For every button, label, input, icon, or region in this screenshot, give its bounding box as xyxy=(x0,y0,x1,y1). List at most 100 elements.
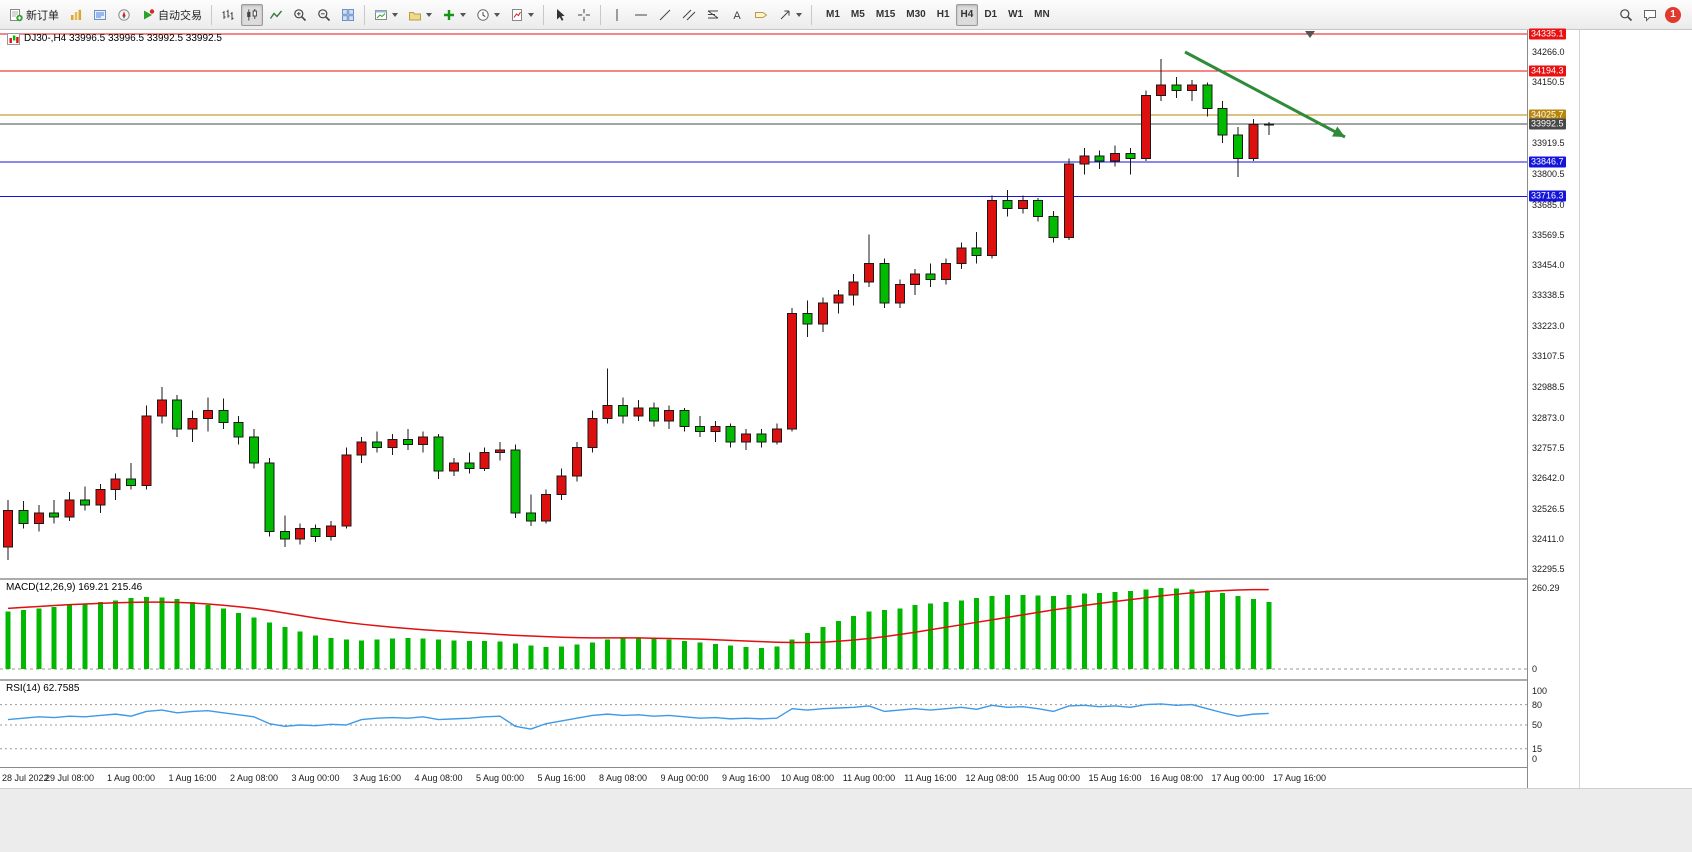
panel-splitter[interactable] xyxy=(0,679,1578,681)
price-axis[interactable]: 34266.0 34150.5 33919.5 33800.5 33685.0 33569… xyxy=(1527,28,1580,788)
date-label: 11 Aug 00:00 xyxy=(842,773,896,783)
rsi-axis-label: 0 xyxy=(1532,754,1538,764)
toolbar-separator xyxy=(211,4,212,25)
indicators-button[interactable] xyxy=(438,4,470,26)
timeframe-M15[interactable]: M15 xyxy=(875,9,896,20)
price-tick: 33685.0 xyxy=(1532,199,1565,210)
toolbar-separator xyxy=(600,4,601,25)
date-label: 4 Aug 08:00 xyxy=(414,773,463,783)
templates-icon xyxy=(512,8,522,21)
date-label: 1 Aug 16:00 xyxy=(168,773,217,783)
search-icon xyxy=(1620,8,1633,21)
price-tick: 33223.0 xyxy=(1532,320,1565,331)
rsi-panel[interactable] xyxy=(0,681,1527,767)
search-button[interactable] xyxy=(1615,4,1637,26)
chart-bars-button[interactable] xyxy=(217,4,239,26)
tile-windows-button[interactable] xyxy=(337,4,359,26)
zoom-in-button[interactable] xyxy=(289,4,311,26)
line-chart-icon xyxy=(269,10,283,19)
channel-icon xyxy=(682,9,696,20)
horizontal-line-button[interactable] xyxy=(630,4,652,26)
timeframe-MN[interactable]: MN xyxy=(1034,9,1050,20)
autotrade-icon xyxy=(144,8,155,19)
rsi-axis-label: 100 xyxy=(1532,686,1548,696)
date-label: 29 Jul 08:00 xyxy=(44,773,95,783)
price-tick: 33454.0 xyxy=(1532,260,1565,271)
time-axis[interactable]: 28 Jul 2022 29 Jul 08:00 1 Aug 00:00 1 Aug … xyxy=(0,767,1527,789)
price-tick: 32642.0 xyxy=(1532,473,1565,484)
macd-signal-line xyxy=(7,588,1269,644)
shapes-button[interactable] xyxy=(774,4,806,26)
notification-badge[interactable]: 1 xyxy=(1665,6,1681,23)
chat-bubble-icon xyxy=(1644,9,1656,22)
crosshair-button[interactable] xyxy=(573,4,595,26)
toolbar: 新订单 自动交易 xyxy=(0,0,1692,30)
clock-icon xyxy=(477,8,489,21)
timeframe-W1[interactable]: W1 xyxy=(1008,9,1024,20)
chevron-down-icon xyxy=(392,12,398,17)
indicators-plus-icon xyxy=(444,9,454,20)
cursor-button[interactable] xyxy=(549,4,571,26)
rsi-line xyxy=(7,703,1269,730)
horizontal-line-icon xyxy=(635,14,647,15)
price-tick: 32873.0 xyxy=(1532,412,1565,423)
profiles-button[interactable] xyxy=(404,4,436,26)
periods-button[interactable] xyxy=(472,4,504,26)
date-label: 28 Jul 2022 xyxy=(2,773,49,783)
price-tick: 32988.5 xyxy=(1532,382,1565,393)
price-tick: 33338.5 xyxy=(1532,290,1565,301)
notifications-button[interactable] xyxy=(1639,4,1661,26)
date-label: 5 Aug 16:00 xyxy=(537,773,586,783)
new-chart-button[interactable] xyxy=(370,4,402,26)
date-label: 3 Aug 16:00 xyxy=(352,773,402,783)
toolbar-separator xyxy=(811,4,812,25)
text-button[interactable]: A xyxy=(726,4,748,26)
timeframe-M1[interactable]: M1 xyxy=(826,9,840,20)
price-tick: 33919.5 xyxy=(1532,137,1565,148)
rsi-axis-label: 50 xyxy=(1532,720,1543,730)
chart-shift-marker[interactable] xyxy=(1305,31,1315,38)
trend-arrow[interactable] xyxy=(1184,50,1346,139)
timeframe-H4[interactable]: H4 xyxy=(955,3,979,26)
macd-panel[interactable] xyxy=(0,580,1527,679)
zoom-out-button[interactable] xyxy=(313,4,335,26)
price-level-label: 33992.5 xyxy=(1529,118,1566,130)
price-level-label: 34335.1 xyxy=(1529,28,1566,40)
fibonacci-button[interactable] xyxy=(702,4,724,26)
templates-button[interactable] xyxy=(506,4,538,26)
vertical-line-button[interactable] xyxy=(606,4,628,26)
bars-chart-icon xyxy=(222,9,234,20)
price-level-label: 34025.7 xyxy=(1529,109,1566,121)
timeframe-M5[interactable]: M5 xyxy=(850,9,865,20)
zoom-in-icon xyxy=(294,8,307,21)
new-order-icon xyxy=(10,8,23,21)
timeframe-H1[interactable]: H1 xyxy=(936,9,950,20)
label-button[interactable] xyxy=(750,4,772,26)
price-tick: 33569.5 xyxy=(1532,229,1565,240)
price-tick: 34266.0 xyxy=(1532,47,1565,58)
toolbar-separator xyxy=(364,4,365,25)
autotrade-button[interactable]: 自动交易 xyxy=(137,4,206,26)
timeframe-D1[interactable]: D1 xyxy=(984,9,998,20)
channel-button[interactable] xyxy=(678,4,700,26)
candles-chart-icon xyxy=(247,8,257,20)
chevron-down-icon xyxy=(528,12,534,17)
data-window-button[interactable] xyxy=(89,4,111,26)
trendline-button[interactable] xyxy=(654,4,676,26)
chart-line-button[interactable] xyxy=(265,4,287,26)
market-watch-button[interactable] xyxy=(65,4,87,26)
timeframe-M30[interactable]: M30 xyxy=(906,9,926,20)
date-label: 8 Aug 08:00 xyxy=(598,773,648,783)
chart-candles-button[interactable] xyxy=(241,3,263,26)
navigator-button[interactable] xyxy=(113,4,135,26)
main-chart[interactable] xyxy=(0,30,1527,578)
date-label: 16 Aug 08:00 xyxy=(1149,773,1204,783)
panel-splitter[interactable] xyxy=(0,578,1578,580)
new-chart-icon xyxy=(375,9,387,20)
new-order-button[interactable]: 新订单 xyxy=(5,4,63,26)
date-label: 15 Aug 00:00 xyxy=(1026,773,1081,783)
price-level-label: 33716.3 xyxy=(1529,190,1566,202)
macd-axis-label: 260.29 xyxy=(1532,583,1560,593)
macd-axis-label: 0 xyxy=(1532,664,1538,674)
chevron-down-icon xyxy=(426,12,432,17)
